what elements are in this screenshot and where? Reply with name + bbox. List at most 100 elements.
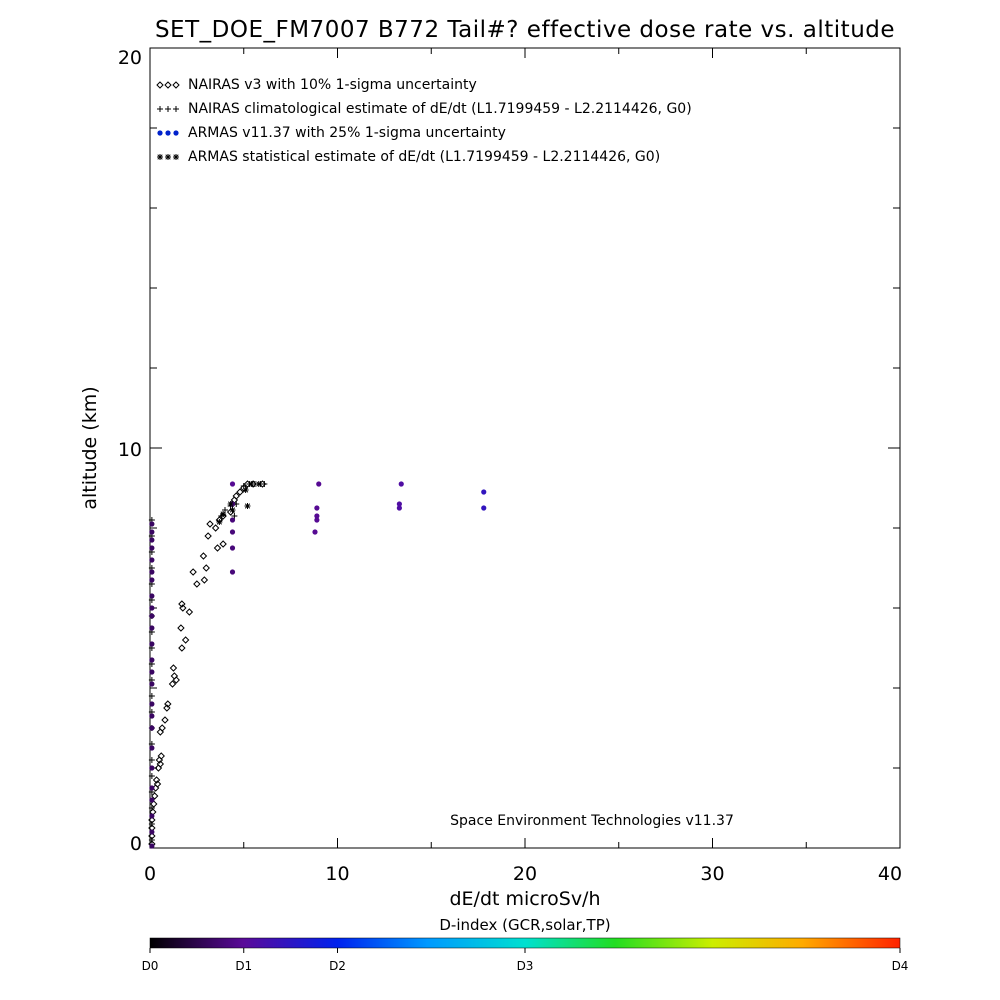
series-asterisk (216, 481, 262, 525)
data-point-diamond (163, 704, 171, 712)
data-point-diamond (178, 644, 186, 652)
data-point-dot (481, 489, 487, 495)
data-point-diamond (169, 664, 178, 672)
series-diamond (148, 480, 267, 848)
data-point-dot (149, 701, 155, 707)
data-point-diamond (150, 792, 159, 800)
legend-marker-asterisk (173, 154, 179, 160)
data-point-dot (149, 829, 155, 835)
legend-marker-diamond (156, 81, 164, 89)
legend-marker-dot (173, 130, 179, 136)
data-point-dot (229, 529, 236, 535)
data-point-dot (316, 481, 322, 487)
data-point-dot (312, 529, 318, 535)
colorbar-label-d0: D0 (142, 959, 159, 973)
data-point-diamond (152, 776, 161, 784)
legend: NAIRAS v3 with 10% 1-sigma uncertainty N… (156, 77, 692, 165)
data-point-asterisk (244, 503, 251, 509)
data-point-dot (149, 797, 155, 803)
data-point-plus (261, 481, 268, 487)
data-point-asterisk (227, 501, 234, 507)
data-point-diamond (164, 700, 172, 708)
data-point-plus (148, 757, 155, 763)
axis-ticks (149, 47, 901, 849)
data-point-dot (229, 517, 236, 523)
data-point-diamond (170, 672, 179, 680)
legend-marker-asterisk (165, 154, 171, 160)
data-point-diamond (211, 524, 220, 532)
y-tick-label-10: 10 (118, 439, 142, 461)
data-point-dot (396, 501, 402, 507)
data-point-plus (148, 693, 155, 699)
x-tick-label-40: 40 (878, 863, 902, 885)
data-point-diamond (156, 728, 165, 736)
data-point-diamond (185, 608, 194, 616)
data-point-diamond (202, 564, 210, 572)
data-point-plus (148, 837, 155, 843)
data-point-diamond (181, 636, 190, 644)
data-point-dot (149, 669, 155, 675)
data-point-plus (148, 805, 155, 811)
legend-marker-dot (157, 130, 163, 136)
data-point-asterisk (255, 481, 262, 487)
legend-entry-nairas-climatological: NAIRAS climatological estimate of dE/dt … (188, 101, 692, 117)
data-point-dot (149, 725, 155, 731)
data-point-dot (149, 765, 155, 771)
colorbar (149, 937, 901, 949)
data-point-diamond (193, 580, 201, 588)
data-point-dot (149, 537, 155, 543)
colorbar-title: D-index (GCR,solar,TP) (439, 916, 610, 934)
legend-marker-dot (165, 130, 171, 136)
data-point-diamond (153, 780, 162, 788)
data-point-dot (229, 481, 236, 487)
legend-marker-diamond (172, 81, 180, 89)
data-point-dot (149, 813, 155, 819)
legend-marker-asterisk (157, 154, 163, 160)
data-point-diamond (172, 676, 180, 684)
x-axis-title: dE/dt microSv/h (449, 888, 600, 910)
legend-marker-plus (173, 106, 179, 112)
data-point-dot (149, 785, 155, 791)
data-point-dot (149, 569, 155, 575)
data-point-diamond (204, 532, 212, 540)
colorbar-ticks (149, 948, 901, 953)
data-point-asterisk (220, 511, 227, 517)
data-point-diamond (178, 600, 186, 608)
x-tick-label-10: 10 (325, 863, 349, 885)
data-point-diamond (161, 716, 169, 724)
credit-text: Space Environment Technologies v11.37 (450, 813, 734, 829)
data-point-plus (148, 773, 155, 779)
data-point-diamond (177, 624, 185, 632)
data-point-asterisk (216, 519, 223, 525)
data-point-dot (149, 713, 155, 719)
legend-marker-diamond (164, 81, 172, 89)
data-point-dot (149, 521, 155, 527)
x-tick-label-20: 20 (513, 863, 537, 885)
data-point-dot (149, 545, 155, 551)
data-point-asterisk (229, 507, 236, 513)
data-point-dot (314, 505, 320, 511)
data-point-dot (314, 513, 320, 519)
legend-marker-plus (165, 106, 171, 112)
colorbar-label-d2: D2 (329, 959, 346, 973)
legend-entry-nairas-v3: NAIRAS v3 with 10% 1-sigma uncertainty (188, 77, 477, 93)
data-point-diamond (213, 544, 222, 552)
colorbar-label-d4: D4 (892, 959, 909, 973)
data-point-dot (229, 545, 236, 551)
y-axis-title: altitude (km) (79, 386, 101, 509)
data-series-layer (148, 480, 487, 849)
data-point-diamond (199, 552, 208, 560)
x-tick-label-0: 0 (144, 863, 156, 885)
series-dot (149, 481, 487, 849)
data-point-diamond (232, 492, 240, 500)
data-point-diamond (156, 760, 165, 768)
data-point-plus (148, 821, 155, 827)
data-point-asterisk (242, 487, 249, 493)
data-point-dot (149, 843, 155, 849)
data-point-dot (149, 593, 155, 599)
data-point-diamond (157, 752, 165, 760)
data-point-dot (149, 557, 155, 563)
data-point-diamond (150, 800, 158, 808)
data-point-diamond (168, 680, 177, 688)
